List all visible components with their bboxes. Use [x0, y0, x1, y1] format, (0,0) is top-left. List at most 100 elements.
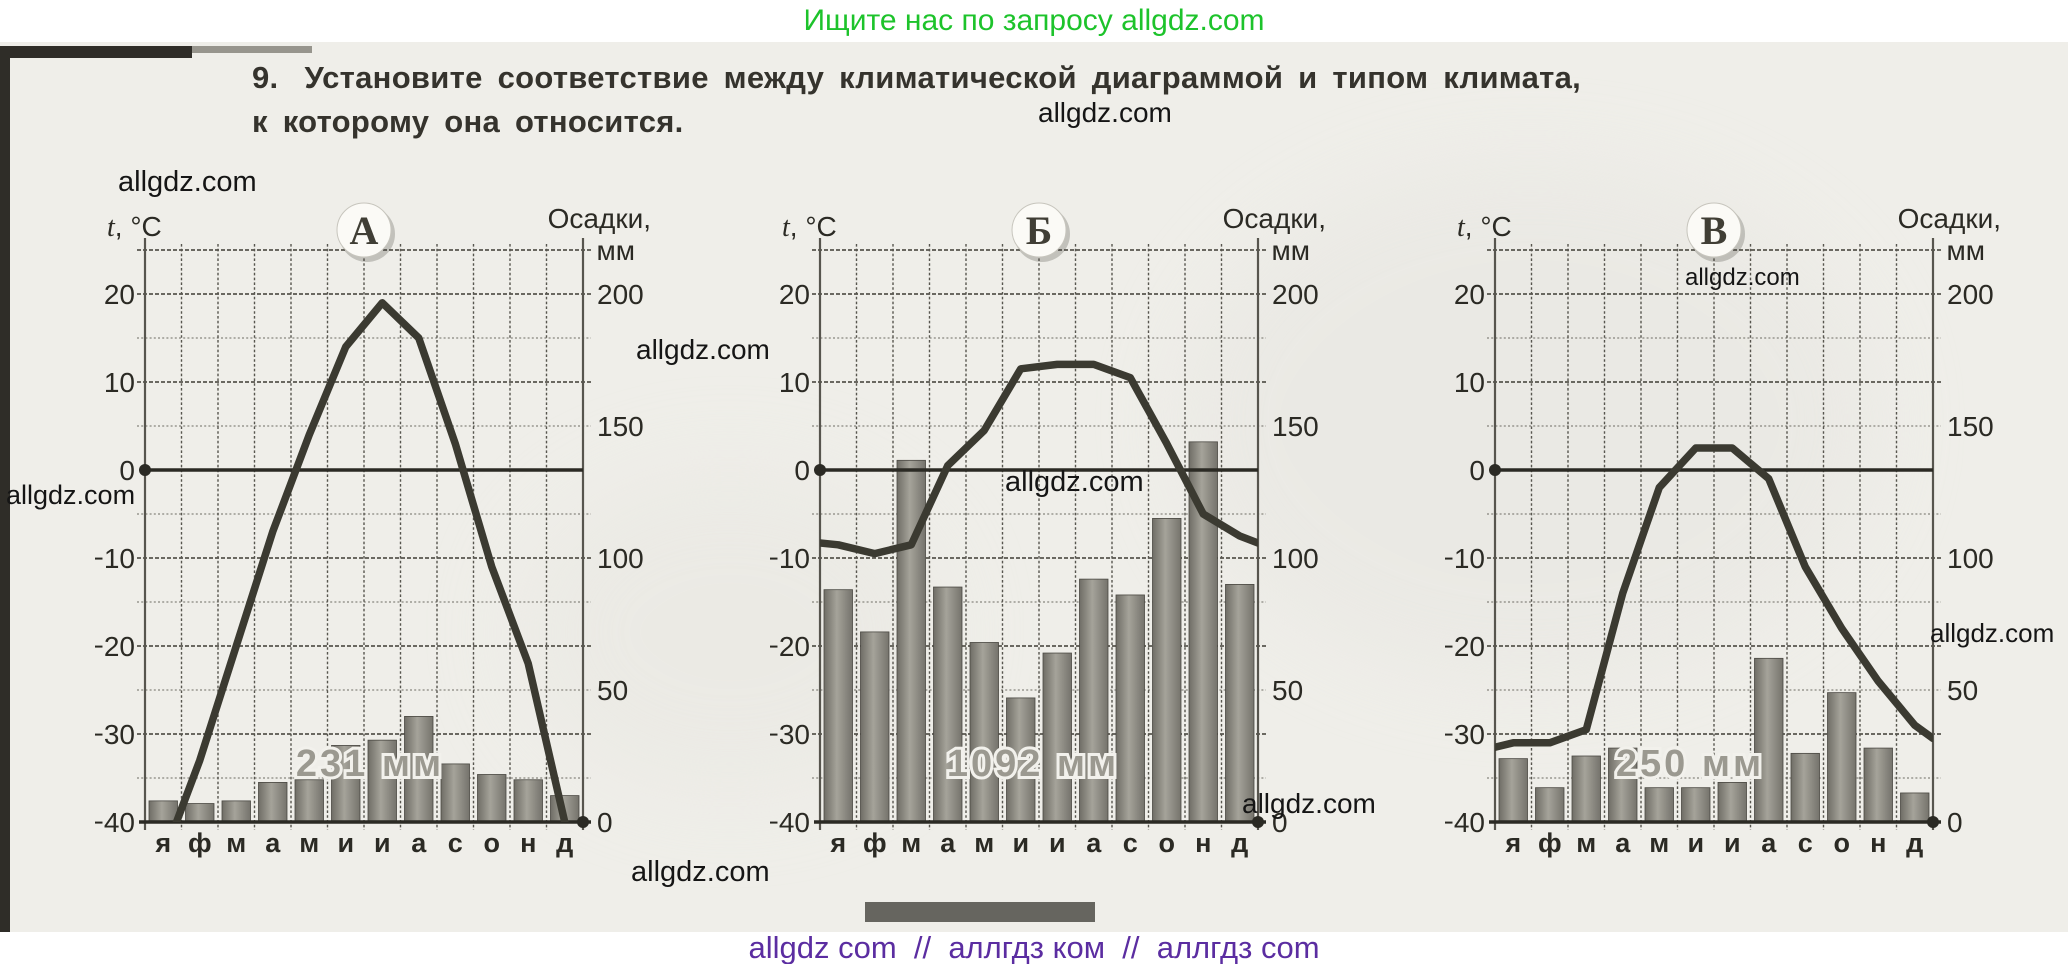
svg-text:ф: ф: [863, 828, 887, 858]
svg-text:о: о: [1159, 828, 1176, 858]
svg-text:10: 10: [104, 367, 135, 398]
svg-text:20: 20: [779, 279, 810, 310]
svg-text:Осадки,: Осадки,: [1223, 203, 1326, 234]
svg-text:−40: −40: [770, 807, 810, 838]
scan-page-edge-left: [0, 46, 10, 932]
svg-text:0: 0: [1947, 807, 1963, 838]
svg-text:100: 100: [597, 543, 644, 574]
allgdz-watermark: allgdz.com: [118, 166, 257, 198]
svg-text:о: о: [1834, 828, 1851, 858]
site-header-text: Ищите нас по запросу allgdz.com: [803, 4, 1265, 37]
svg-text:д: д: [1231, 828, 1248, 858]
allgdz-watermark: allgdz.com: [636, 334, 770, 365]
svg-text:а: а: [940, 828, 956, 858]
precip-total-label: 231 мм: [296, 743, 444, 785]
chart-badge-letter: А: [350, 208, 379, 253]
svg-text:0: 0: [1469, 455, 1485, 486]
site-footer-strip: allgdz com // аллгдз ком // аллгдз com: [0, 930, 2068, 964]
svg-text:я: я: [1504, 828, 1521, 858]
svg-text:а: а: [1086, 828, 1102, 858]
svg-text:200: 200: [1272, 279, 1319, 310]
svg-text:я: я: [829, 828, 846, 858]
svg-text:и: и: [337, 828, 354, 858]
svg-text:Осадки,: Осадки,: [1898, 203, 2001, 234]
svg-text:м: м: [226, 828, 246, 858]
svg-text:и: и: [1724, 828, 1741, 858]
svg-text:20: 20: [1454, 279, 1485, 310]
climate-chart-B: 20 10 0 −10 −20 −30 −40 200 150 100 50 0 t, °C Осадки…: [763, 190, 1390, 870]
svg-text:м: м: [1576, 828, 1596, 858]
svg-text:я: я: [154, 828, 171, 858]
svg-text:мм: мм: [1947, 235, 1986, 266]
svg-text:200: 200: [1947, 279, 1994, 310]
site-footer-text: allgdz com // аллгдз ком // аллгдз com: [748, 930, 1320, 964]
question-text: 9. Установите соответствие между климатич…: [252, 56, 1812, 144]
svg-text:150: 150: [1272, 411, 1319, 442]
svg-text:−40: −40: [95, 807, 135, 838]
allgdz-watermark: allgdz.com: [6, 480, 136, 510]
allgdz-watermark: allgdz.com: [1242, 788, 1376, 819]
svg-text:с: с: [448, 828, 463, 858]
svg-text:м: м: [1649, 828, 1669, 858]
svg-text:t, °C: t, °C: [782, 211, 837, 243]
svg-text:Осадки,: Осадки,: [548, 203, 651, 234]
svg-text:с: с: [1123, 828, 1138, 858]
svg-text:ф: ф: [1538, 828, 1562, 858]
svg-text:д: д: [1906, 828, 1923, 858]
climate-chart-A: 20 10 0 −10 −20 −30 −40 200 150 100 50 0 t, °C Осадки…: [88, 190, 715, 870]
svg-text:а: а: [1615, 828, 1631, 858]
question-line-1: 9. Установите соответствие между климатич…: [252, 60, 1582, 95]
svg-text:−20: −20: [1445, 631, 1485, 662]
svg-text:о: о: [484, 828, 501, 858]
svg-text:t, °C: t, °C: [1457, 211, 1512, 243]
svg-text:10: 10: [1454, 367, 1485, 398]
svg-text:10: 10: [779, 367, 810, 398]
svg-text:мм: мм: [1272, 235, 1311, 266]
svg-text:50: 50: [1947, 675, 1978, 706]
svg-text:м: м: [974, 828, 994, 858]
svg-text:−10: −10: [770, 543, 810, 574]
svg-text:−20: −20: [770, 631, 810, 662]
svg-text:0: 0: [119, 455, 135, 486]
scan-artifact-bar: [865, 902, 1095, 922]
svg-text:и: и: [1687, 828, 1704, 858]
svg-text:150: 150: [597, 411, 644, 442]
svg-text:100: 100: [1947, 543, 1994, 574]
svg-text:н: н: [1195, 828, 1211, 858]
svg-text:t, °C: t, °C: [107, 211, 162, 243]
svg-text:50: 50: [597, 675, 628, 706]
allgdz-watermark: allgdz.com: [1005, 466, 1144, 498]
allgdz-watermark: allgdz.com: [1930, 618, 2055, 648]
svg-text:и: и: [1012, 828, 1029, 858]
svg-text:н: н: [520, 828, 536, 858]
svg-text:0: 0: [1272, 807, 1288, 838]
svg-text:200: 200: [597, 279, 644, 310]
chart-badge-letter: Б: [1026, 208, 1052, 253]
svg-text:100: 100: [1272, 543, 1319, 574]
paper-texture: [1180, 162, 1880, 682]
svg-text:с: с: [1798, 828, 1813, 858]
svg-text:мм: мм: [597, 235, 636, 266]
svg-text:150: 150: [1947, 411, 1994, 442]
question-number: 9.: [252, 60, 279, 95]
svg-text:−20: −20: [95, 631, 135, 662]
svg-text:н: н: [1870, 828, 1886, 858]
svg-text:а: а: [411, 828, 427, 858]
svg-text:м: м: [299, 828, 319, 858]
question-line-2: к которому она относится.: [252, 104, 684, 139]
svg-text:20: 20: [104, 279, 135, 310]
allgdz-watermark: allgdz.com: [1685, 264, 1800, 291]
svg-text:ф: ф: [188, 828, 212, 858]
svg-text:−30: −30: [770, 719, 810, 750]
climate-chart-V: 20 10 0 −10 −20 −30 −40 200 150 100 50 0 t, °C Осадки…: [1438, 190, 2065, 870]
svg-text:50: 50: [1272, 675, 1303, 706]
precip-total-label: 1092 мм: [947, 743, 1119, 785]
svg-text:−40: −40: [1445, 807, 1485, 838]
allgdz-watermark: allgdz.com: [631, 856, 770, 888]
chart-badge-letter: В: [1701, 208, 1728, 253]
svg-text:0: 0: [597, 807, 613, 838]
